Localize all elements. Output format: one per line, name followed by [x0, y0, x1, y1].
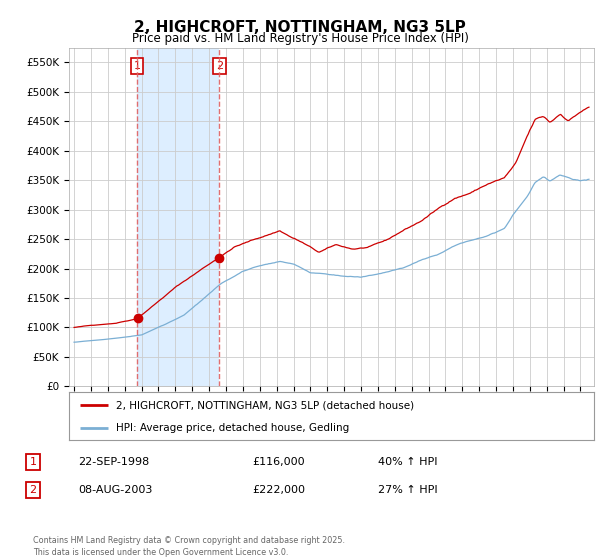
- Text: 2, HIGHCROFT, NOTTINGHAM, NG3 5LP (detached house): 2, HIGHCROFT, NOTTINGHAM, NG3 5LP (detac…: [116, 400, 415, 410]
- Text: 08-AUG-2003: 08-AUG-2003: [78, 485, 152, 495]
- Text: 2: 2: [215, 61, 223, 71]
- Text: HPI: Average price, detached house, Gedling: HPI: Average price, detached house, Gedl…: [116, 423, 349, 433]
- Text: 40% ↑ HPI: 40% ↑ HPI: [378, 457, 437, 467]
- Text: 22-SEP-1998: 22-SEP-1998: [78, 457, 149, 467]
- Text: 1: 1: [29, 457, 37, 467]
- Text: Contains HM Land Registry data © Crown copyright and database right 2025.
This d: Contains HM Land Registry data © Crown c…: [33, 536, 345, 557]
- Text: 27% ↑ HPI: 27% ↑ HPI: [378, 485, 437, 495]
- Bar: [137, 48, 219, 386]
- Text: 2, HIGHCROFT, NOTTINGHAM, NG3 5LP: 2, HIGHCROFT, NOTTINGHAM, NG3 5LP: [134, 20, 466, 35]
- Text: 2: 2: [29, 485, 37, 495]
- Text: £222,000: £222,000: [252, 485, 305, 495]
- Text: 1: 1: [133, 61, 140, 71]
- Text: Price paid vs. HM Land Registry's House Price Index (HPI): Price paid vs. HM Land Registry's House …: [131, 32, 469, 45]
- Text: £116,000: £116,000: [252, 457, 305, 467]
